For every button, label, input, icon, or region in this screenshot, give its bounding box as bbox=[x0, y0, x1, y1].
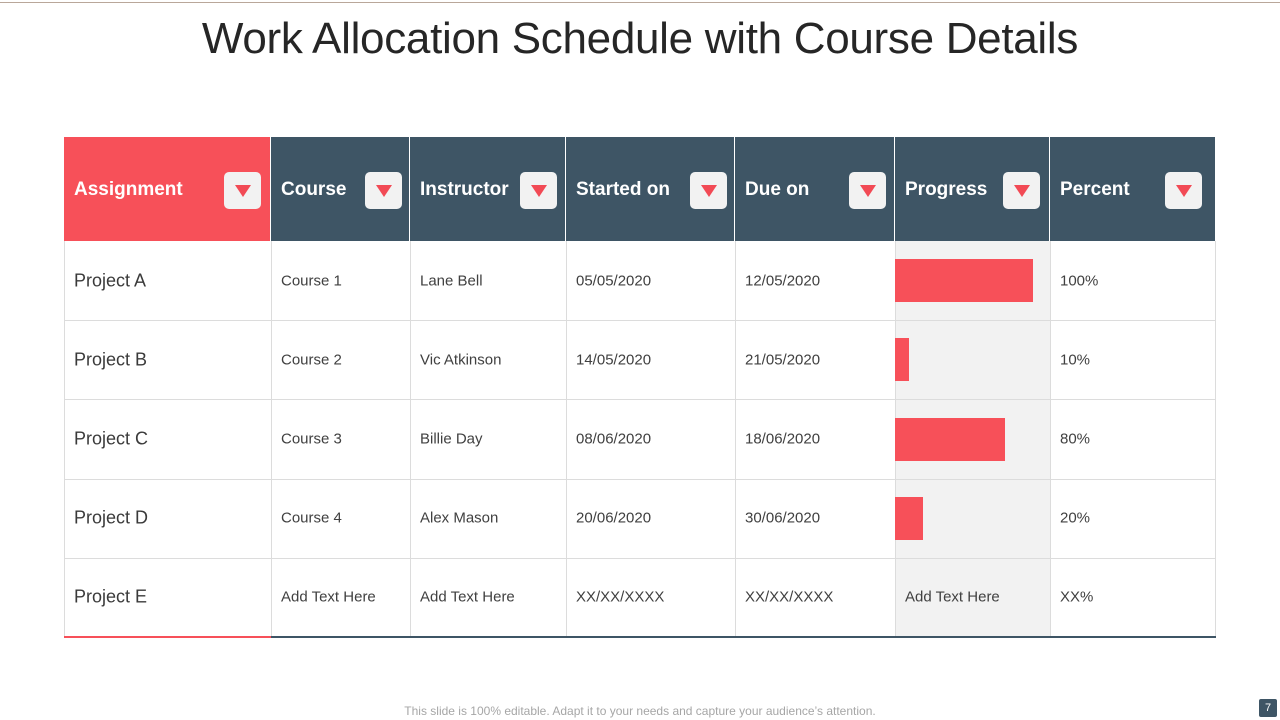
instructor-cell: Billie Day bbox=[420, 430, 483, 448]
page-number: 7 bbox=[1259, 699, 1277, 717]
header-progress: Progress bbox=[895, 137, 1050, 241]
footer-note: This slide is 100% editable. Adapt it to… bbox=[404, 704, 876, 718]
chevron-down-icon bbox=[1176, 185, 1192, 197]
header-label: Percent bbox=[1060, 179, 1130, 200]
assignment-cell: Project C bbox=[74, 428, 149, 449]
percent-cell: 10% bbox=[1060, 351, 1091, 369]
header-assignment: Assignment bbox=[64, 137, 271, 241]
header-label: Due on bbox=[745, 179, 810, 200]
allocation-table: Assignment Course Instructor Started on Due … bbox=[64, 137, 1216, 638]
header-percent: Percent bbox=[1050, 137, 1216, 241]
course-cell: Course 1 bbox=[281, 272, 342, 290]
due-cell: 21/05/2020 bbox=[745, 351, 821, 369]
header-due-on: Due on bbox=[735, 137, 895, 241]
due-cell: 30/06/2020 bbox=[745, 509, 821, 527]
slide-title: Work Allocation Schedule with Course Det… bbox=[201, 14, 1079, 63]
header-label: Course bbox=[281, 179, 347, 200]
percent-cell: XX% bbox=[1060, 588, 1094, 606]
started-cell: 05/05/2020 bbox=[576, 272, 652, 290]
filter-dropdown-button[interactable] bbox=[520, 172, 557, 209]
column-divider bbox=[1050, 241, 1051, 637]
instructor-cell: Vic Atkinson bbox=[420, 351, 502, 369]
column-divider bbox=[410, 241, 411, 637]
filter-dropdown-button[interactable] bbox=[224, 172, 261, 209]
progress-bar bbox=[895, 338, 909, 381]
filter-dropdown-button[interactable] bbox=[1165, 172, 1202, 209]
chevron-down-icon bbox=[376, 185, 392, 197]
top-rule bbox=[0, 2, 1280, 3]
header-label: Started on bbox=[576, 179, 670, 200]
started-cell: 08/06/2020 bbox=[576, 430, 652, 448]
header-label: Assignment bbox=[74, 179, 183, 200]
column-divider bbox=[735, 241, 736, 637]
progress-bar bbox=[895, 418, 1005, 461]
row-divider bbox=[64, 479, 1216, 480]
due-cell: XX/XX/XXXX bbox=[745, 588, 834, 606]
table-bottom-border bbox=[64, 636, 1216, 638]
header-label: Progress bbox=[905, 179, 988, 200]
filter-dropdown-button[interactable] bbox=[1003, 172, 1040, 209]
table-bottom-accent bbox=[64, 636, 271, 638]
row-divider bbox=[64, 558, 1216, 559]
chevron-down-icon bbox=[860, 185, 876, 197]
header-instructor: Instructor bbox=[410, 137, 566, 241]
percent-cell: 100% bbox=[1060, 272, 1099, 290]
column-divider bbox=[1215, 241, 1216, 637]
assignment-cell: Project A bbox=[74, 270, 147, 291]
column-divider bbox=[271, 241, 272, 637]
progress-bar bbox=[895, 497, 923, 540]
filter-dropdown-button[interactable] bbox=[849, 172, 886, 209]
column-divider bbox=[64, 241, 65, 637]
started-cell: 20/06/2020 bbox=[576, 509, 652, 527]
assignment-cell: Project E bbox=[74, 586, 148, 607]
percent-cell: 80% bbox=[1060, 430, 1091, 448]
started-cell: XX/XX/XXXX bbox=[576, 588, 665, 606]
assignment-cell: Project D bbox=[74, 507, 149, 528]
chevron-down-icon bbox=[701, 185, 717, 197]
assignment-cell: Project B bbox=[74, 349, 148, 370]
progress-bar bbox=[895, 259, 1033, 302]
due-cell: 18/06/2020 bbox=[745, 430, 821, 448]
course-cell: Course 4 bbox=[281, 509, 342, 527]
row-divider bbox=[64, 399, 1216, 400]
instructor-cell: Lane Bell bbox=[420, 272, 483, 290]
header-course: Course bbox=[271, 137, 410, 241]
filter-dropdown-button[interactable] bbox=[690, 172, 727, 209]
chevron-down-icon bbox=[531, 185, 547, 197]
row-divider bbox=[64, 320, 1216, 321]
course-cell: Add Text Here bbox=[281, 588, 376, 606]
chevron-down-icon bbox=[1014, 185, 1030, 197]
percent-cell: 20% bbox=[1060, 509, 1091, 527]
filter-dropdown-button[interactable] bbox=[365, 172, 402, 209]
started-cell: 14/05/2020 bbox=[576, 351, 652, 369]
course-cell: Course 2 bbox=[281, 351, 342, 369]
course-cell: Course 3 bbox=[281, 430, 342, 448]
instructor-cell: Alex Mason bbox=[420, 509, 499, 527]
column-divider bbox=[566, 241, 567, 637]
due-cell: 12/05/2020 bbox=[745, 272, 821, 290]
progress-text: Add Text Here bbox=[905, 588, 1000, 606]
header-label: Instructor bbox=[420, 179, 509, 200]
header-started-on: Started on bbox=[566, 137, 735, 241]
chevron-down-icon bbox=[235, 185, 251, 197]
instructor-cell: Add Text Here bbox=[420, 588, 515, 606]
